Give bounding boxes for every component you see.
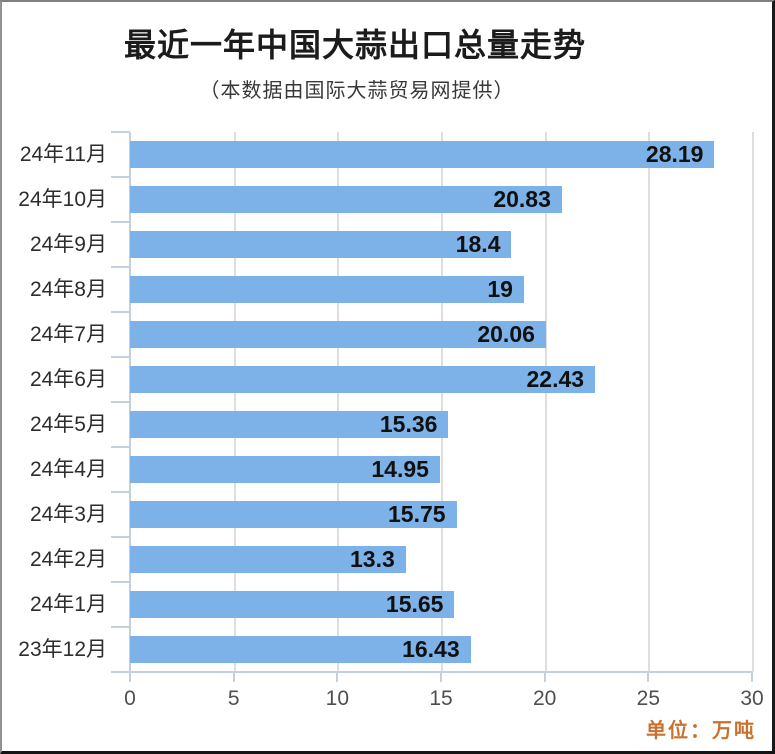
bar-row: 24年9月 18.4 (30, 222, 752, 267)
gridline-30 (752, 132, 754, 672)
category-label: 24年1月 (29, 593, 107, 616)
bar: 13.3 (130, 546, 406, 573)
x-tick-label: 0 (124, 687, 136, 710)
bar-value-label: 15.65 (385, 591, 444, 617)
x-tick-label: 30 (740, 687, 764, 710)
gridline-10 (337, 132, 340, 672)
y-axis-tick (111, 536, 130, 538)
bar-row: 23年12月 16.43 (18, 627, 752, 672)
y-axis-tick (111, 266, 130, 268)
x-axis-tick (336, 672, 339, 682)
bar-value-label: 22.43 (526, 366, 585, 392)
bar: 20.83 (130, 186, 562, 213)
bar: 15.75 (130, 501, 457, 528)
x-axis-tick (647, 672, 650, 682)
category-label: 24年11月 (19, 143, 107, 166)
x-tick-label: 15 (429, 687, 453, 710)
gridline-5 (233, 132, 236, 672)
bar-row: 24年11月 28.19 (20, 132, 752, 177)
bar-value-label: 13.3 (349, 546, 395, 572)
bar-value-label: 19 (487, 276, 513, 302)
bar-value-label: 20.06 (477, 321, 535, 347)
y-axis-tick (111, 626, 130, 628)
bar-row: 24年10月 20.83 (18, 177, 752, 222)
bar: 14.95 (130, 456, 440, 483)
category-label: 24年2月 (29, 548, 107, 571)
category-label: 23年12月 (18, 638, 107, 661)
category-label: 24年3月 (29, 503, 107, 526)
bar-row: 24年5月 15.36 (30, 402, 752, 447)
bar-row: 24年8月 19 (30, 267, 752, 312)
bar: 28.19 (130, 141, 715, 168)
bar-row: 24年7月 20.06 (30, 312, 752, 357)
bar: 19 (130, 276, 524, 303)
y-axis-tick (111, 176, 130, 178)
y-axis-tick (111, 356, 130, 358)
category-label: 24年9月 (29, 233, 107, 256)
category-label: 24年8月 (29, 278, 107, 301)
unit-label: 单位：万吨 (646, 720, 756, 742)
x-axis-tick (232, 672, 235, 682)
bar-row: 24年6月 22.43 (30, 357, 752, 402)
bar: 15.36 (130, 411, 449, 438)
y-axis-tick (111, 446, 130, 448)
bar-value-label: 18.4 (455, 231, 501, 257)
gridline-25 (648, 132, 651, 672)
bar: 20.06 (130, 321, 546, 348)
bar-row: 24年1月 15.65 (30, 582, 752, 627)
bar-value-label: 16.43 (402, 636, 460, 662)
gridline-15 (441, 132, 443, 672)
y-axis-tick (111, 131, 130, 133)
bar-value-label: 28.19 (645, 141, 704, 167)
x-axis-tick (440, 672, 442, 682)
bar-row: 24年4月 14.95 (30, 447, 752, 492)
y-axis-tick (111, 311, 130, 313)
x-axis-tick (751, 672, 753, 682)
y-axis-tick (111, 401, 130, 403)
y-axis-line (129, 132, 131, 681)
bar-value-label: 20.83 (493, 186, 551, 212)
chart-subtitle: （本数据由国际大蒜贸易网提供） (199, 80, 515, 102)
y-axis-tick (111, 221, 130, 223)
category-label: 24年4月 (29, 458, 107, 481)
gridline-20 (544, 132, 547, 672)
bar-row: 24年3月 15.75 (30, 492, 752, 537)
x-axis-tick (543, 672, 546, 682)
bar: 22.43 (130, 366, 596, 393)
category-label: 24年10月 (18, 188, 107, 211)
category-label: 24年6月 (29, 368, 107, 391)
y-axis-tick (111, 581, 130, 583)
bar-value-label: 15.36 (379, 411, 438, 437)
category-label: 24年7月 (29, 323, 107, 346)
x-tick-label: 10 (325, 687, 350, 710)
x-tick-label: 20 (532, 687, 557, 710)
bar: 15.65 (130, 591, 455, 618)
y-axis-tick (111, 491, 130, 493)
bar: 16.43 (130, 636, 471, 663)
category-label: 24年5月 (29, 413, 107, 436)
chart-title: 最近一年中国大蒜出口总量走势 (123, 27, 586, 63)
x-tick-label: 5 (227, 687, 240, 710)
bar-value-label: 15.75 (387, 501, 446, 527)
bar-value-label: 14.95 (371, 456, 429, 482)
bar-row: 24年2月 13.3 (30, 537, 752, 582)
x-axis-line (111, 671, 752, 673)
bar: 18.4 (130, 231, 512, 258)
x-tick-label: 25 (636, 687, 661, 710)
plot-area: 0 5 10 15 20 25 30 24年11月 28.19 24年10月 20.83 24年9月 1… (18, 131, 764, 710)
